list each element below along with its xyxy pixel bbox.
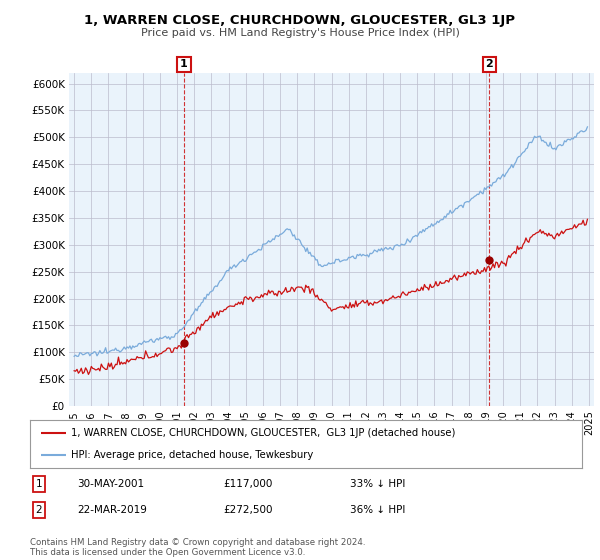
Text: 22-MAR-2019: 22-MAR-2019 [77, 505, 147, 515]
Text: 1: 1 [35, 479, 42, 489]
Text: HPI: Average price, detached house, Tewkesbury: HPI: Average price, detached house, Tewk… [71, 450, 314, 460]
Text: 33% ↓ HPI: 33% ↓ HPI [350, 479, 406, 489]
Text: Price paid vs. HM Land Registry's House Price Index (HPI): Price paid vs. HM Land Registry's House … [140, 28, 460, 38]
Text: 1: 1 [180, 59, 188, 69]
Text: 2: 2 [485, 59, 493, 69]
Text: 30-MAY-2001: 30-MAY-2001 [77, 479, 144, 489]
Text: Contains HM Land Registry data © Crown copyright and database right 2024.
This d: Contains HM Land Registry data © Crown c… [30, 538, 365, 557]
Text: £272,500: £272,500 [223, 505, 272, 515]
Text: £117,000: £117,000 [223, 479, 272, 489]
Text: 2: 2 [35, 505, 42, 515]
Text: 36% ↓ HPI: 36% ↓ HPI [350, 505, 406, 515]
Text: 1, WARREN CLOSE, CHURCHDOWN, GLOUCESTER, GL3 1JP: 1, WARREN CLOSE, CHURCHDOWN, GLOUCESTER,… [85, 14, 515, 27]
Text: 1, WARREN CLOSE, CHURCHDOWN, GLOUCESTER,  GL3 1JP (detached house): 1, WARREN CLOSE, CHURCHDOWN, GLOUCESTER,… [71, 428, 456, 438]
